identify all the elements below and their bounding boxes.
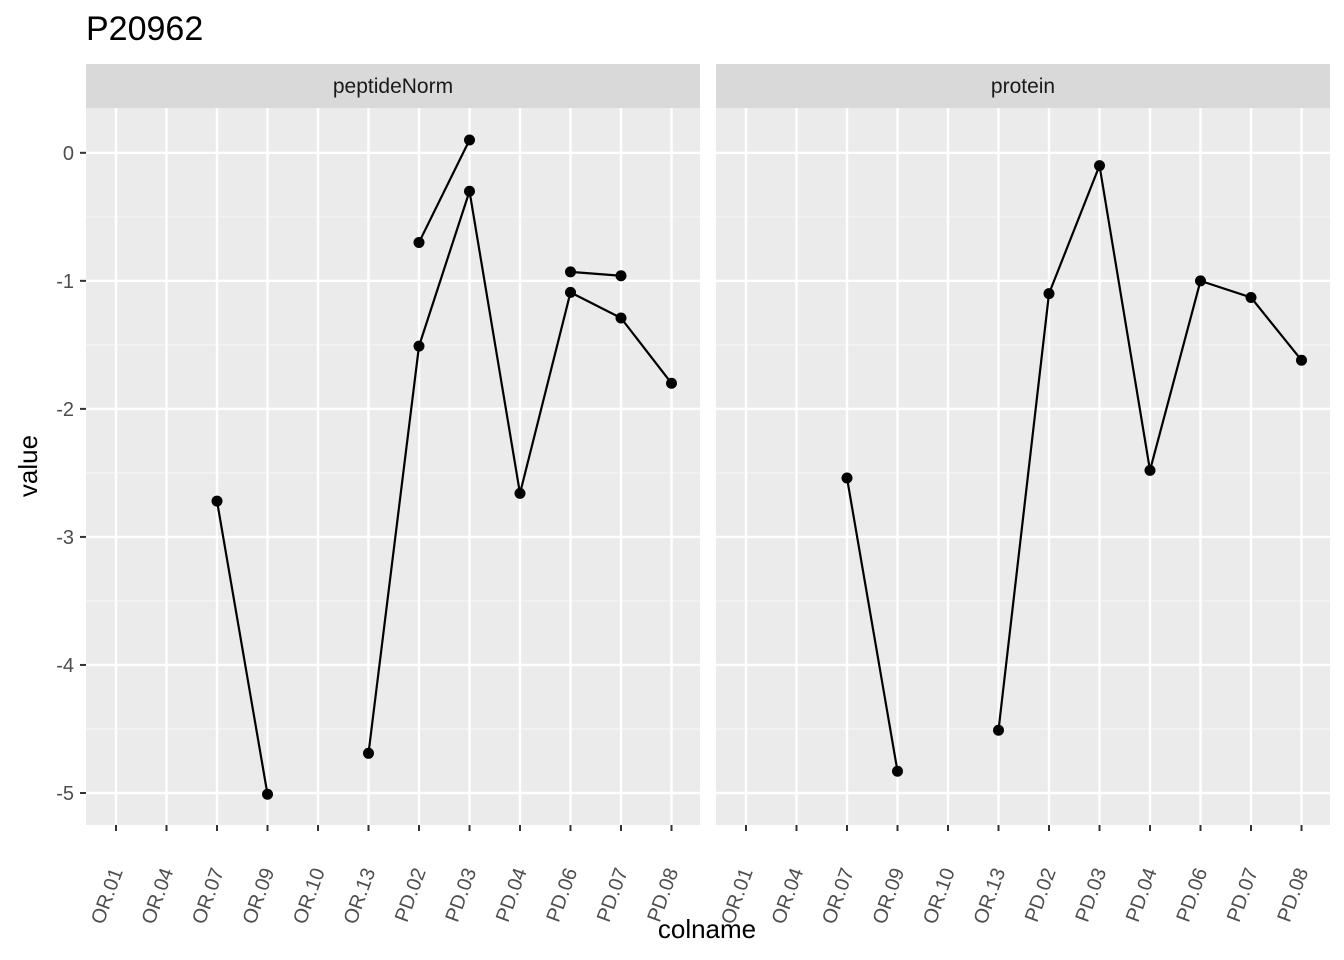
data-point <box>1245 291 1257 303</box>
y-tick-label: -4 <box>56 655 74 677</box>
data-point <box>1043 288 1055 300</box>
y-tick-label: -2 <box>56 399 74 421</box>
chart-title: P20962 <box>86 10 203 48</box>
panel-background <box>86 108 700 825</box>
x-tick-label: OR.07 <box>818 865 858 927</box>
y-tick-label: 0 <box>63 143 74 165</box>
data-point <box>993 724 1004 736</box>
x-tick-label: OR.09 <box>869 865 909 927</box>
y-tick-label: -5 <box>56 783 74 805</box>
y-axis-title: value <box>13 435 43 497</box>
y-tick-label: -3 <box>56 527 74 549</box>
panel-background <box>716 108 1330 825</box>
data-point <box>262 788 273 800</box>
x-tick-label: PD.02 <box>391 865 431 925</box>
data-point <box>615 312 627 324</box>
x-tick-label: PD.04 <box>1122 865 1162 925</box>
data-point <box>1094 160 1105 172</box>
x-tick-label: PD.06 <box>543 865 583 925</box>
data-point <box>565 266 576 278</box>
facet-strip <box>86 64 700 108</box>
x-tick-label: OR.04 <box>138 865 178 927</box>
facet-strip <box>716 64 1330 108</box>
x-tick-label: OR.10 <box>919 865 959 927</box>
data-point <box>464 134 475 146</box>
data-point <box>565 286 576 298</box>
series-line <box>418 139 471 243</box>
facet-strip-label: protein <box>991 75 1055 98</box>
x-tick-label: PD.03 <box>1072 865 1112 925</box>
data-point <box>514 487 526 499</box>
x-tick-label: OR.07 <box>188 865 228 927</box>
x-tick-label: PD.02 <box>1021 865 1061 925</box>
data-point <box>1296 354 1307 366</box>
x-tick-label: PD.07 <box>593 865 633 925</box>
x-tick-label: OR.13 <box>340 865 380 927</box>
data-point <box>413 236 425 248</box>
data-point <box>1144 464 1156 476</box>
series-line <box>570 270 622 277</box>
y-tick-label: -1 <box>56 271 74 293</box>
data-point <box>615 270 627 282</box>
data-point <box>841 472 853 484</box>
facet-strip-label: peptideNorm <box>333 75 453 98</box>
x-tick-label: OR.13 <box>970 865 1010 927</box>
x-tick-label: OR.09 <box>239 865 279 927</box>
facet-panel: peptideNorm OR.01 OR.04 OR.07 OR.09 OR.10 OR.1… <box>86 64 700 927</box>
series-line <box>845 477 899 772</box>
data-point <box>892 765 903 777</box>
x-tick-label: OR.04 <box>768 865 808 927</box>
x-axis-title: colname <box>658 914 756 944</box>
x-tick-label: PD.07 <box>1223 865 1263 925</box>
x-tick-label: PD.06 <box>1173 865 1213 925</box>
x-tick-label: PD.03 <box>442 865 482 925</box>
x-tick-label: PD.04 <box>492 865 532 925</box>
y-axis: 0 -1 -2 -3 -4 -5 <box>56 143 86 805</box>
data-point <box>211 495 223 507</box>
data-point <box>363 747 374 759</box>
series-line <box>215 500 269 795</box>
data-point <box>1195 275 1206 287</box>
data-point <box>413 340 425 352</box>
data-point <box>464 185 475 197</box>
data-point <box>666 377 677 389</box>
x-tick-label: PD.08 <box>1274 865 1314 925</box>
x-tick-label: OR.10 <box>289 865 329 927</box>
x-tick-label: OR.01 <box>87 865 127 927</box>
